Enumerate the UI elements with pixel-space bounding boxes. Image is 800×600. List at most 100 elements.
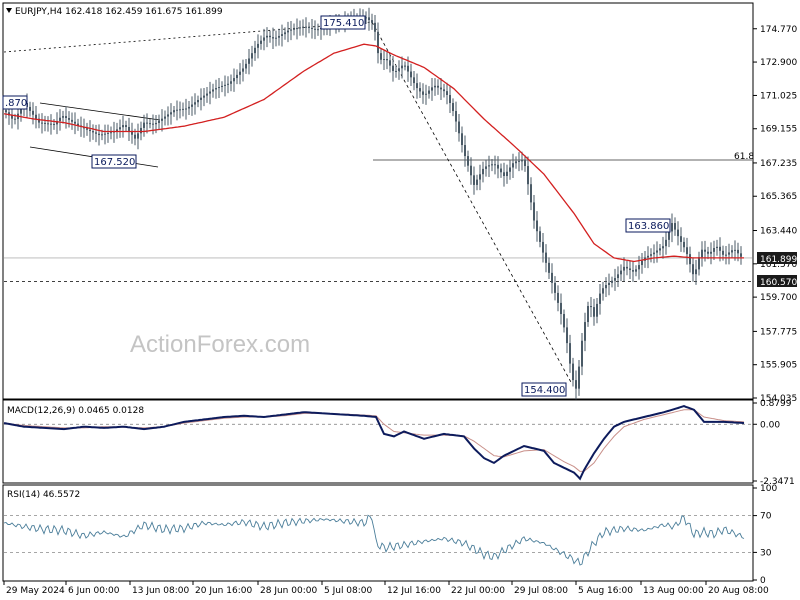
price-candle-body xyxy=(635,269,637,272)
price-candle-body xyxy=(683,241,685,248)
price-candle-body xyxy=(173,110,175,113)
price-candle-body xyxy=(599,293,601,304)
price-candle-body xyxy=(92,131,94,133)
price-candle-body xyxy=(458,121,460,134)
price-candle-body xyxy=(68,117,70,120)
price-candle-body xyxy=(287,30,289,33)
x-tick-label: 13 Jun 08:00 xyxy=(132,586,189,596)
price-candle-body xyxy=(29,106,31,111)
price-candle-body xyxy=(512,163,514,168)
macd-tick-label: 0.8799 xyxy=(760,399,792,409)
price-candle-body xyxy=(131,130,133,135)
price-candle-body xyxy=(206,93,208,96)
price-candle-body xyxy=(515,161,517,164)
price-candle-body xyxy=(440,87,442,90)
price-candle-body xyxy=(86,128,88,130)
price-candle-body xyxy=(290,29,292,31)
price-candle-body xyxy=(146,122,148,124)
price-candle-body xyxy=(482,168,484,175)
price-candle-body xyxy=(227,83,229,85)
price-candle-body xyxy=(722,250,724,255)
price-candle-body xyxy=(185,108,187,110)
price-candle-body xyxy=(89,129,91,132)
price-candle-body xyxy=(638,265,640,270)
price-candle-body xyxy=(668,231,670,240)
price-candle-body xyxy=(494,164,496,166)
price-candle-body xyxy=(98,133,100,136)
price-candle-body xyxy=(53,124,55,126)
price-candle-body xyxy=(557,292,559,303)
price-candle-body xyxy=(407,65,409,72)
left-level-annotation-label: .870 xyxy=(5,98,27,109)
price-candle-body xyxy=(248,58,250,64)
price-candle-body xyxy=(713,248,715,252)
price-candle-body xyxy=(59,117,61,122)
price-candle-body xyxy=(215,88,217,90)
price-candle-body xyxy=(299,27,301,29)
macd-main-line xyxy=(3,405,745,481)
price-candle-body xyxy=(707,251,709,254)
price-candle-body xyxy=(317,29,319,31)
price-candle-body xyxy=(101,134,103,136)
price-candle-body xyxy=(443,89,445,92)
price-candle-body xyxy=(593,307,595,317)
price-candle-body xyxy=(152,123,154,125)
price-candle-body xyxy=(662,246,664,249)
price-candle-body xyxy=(284,32,286,35)
price-candle-body xyxy=(620,270,622,275)
price-candle-body xyxy=(410,71,412,78)
price-candle-body xyxy=(203,95,205,98)
price-candle-body xyxy=(212,89,214,92)
price-candle-body xyxy=(308,27,310,29)
price-tick-label: 155.905 xyxy=(760,361,797,371)
price-candle-body xyxy=(71,119,73,122)
price-candle-body xyxy=(536,220,538,232)
price-candle-body xyxy=(191,104,193,107)
price-candle-body xyxy=(695,269,697,275)
price-candle-body xyxy=(32,110,34,115)
price-candle-body xyxy=(170,112,172,115)
price-candle-body xyxy=(611,280,613,283)
price-candle-body xyxy=(5,110,7,113)
macd-pane-frame xyxy=(2,399,754,484)
price-candle-body xyxy=(74,121,76,124)
price-candle-body xyxy=(164,116,166,119)
price-candle-body xyxy=(35,114,37,119)
price-candle-body xyxy=(551,272,553,283)
price-candle-body xyxy=(236,74,238,79)
price-candle-body xyxy=(116,129,118,132)
price-candle-body xyxy=(542,241,544,253)
price-candle-body xyxy=(464,145,466,157)
price-candle-body xyxy=(221,85,223,87)
symbol-dropdown-icon[interactable] xyxy=(6,8,12,13)
price-candle-body xyxy=(575,380,577,389)
price-candle-body xyxy=(398,68,400,71)
price-candle-body xyxy=(677,229,679,237)
price-candle-body xyxy=(737,249,739,254)
price-candle-body xyxy=(293,28,295,30)
price-candle-body xyxy=(188,106,190,109)
price-candle-body xyxy=(659,248,661,251)
x-tick-label: 29 Jul 08:00 xyxy=(514,586,568,596)
rsi-label: RSI(14) 46.5572 xyxy=(7,490,80,500)
price-candle-body xyxy=(467,156,469,166)
price-candle-body xyxy=(554,282,556,293)
price-tick-label: 163.440 xyxy=(760,227,797,237)
price-candle-body xyxy=(383,59,385,61)
price-candle-body xyxy=(8,112,10,116)
price-candle-body xyxy=(56,121,58,125)
price-candle-body xyxy=(503,172,505,177)
price-candle-body xyxy=(272,37,274,39)
price-candle-body xyxy=(488,165,490,167)
price-candle-body xyxy=(641,260,643,266)
price-candle-body xyxy=(428,90,430,94)
x-tick-label: 5 Aug 16:00 xyxy=(578,586,633,596)
price-candle-body xyxy=(449,94,451,104)
price-candle-body xyxy=(122,125,124,128)
price-candle-body xyxy=(128,126,130,131)
price-candle-body xyxy=(653,252,655,255)
price-candle-body xyxy=(728,252,730,255)
price-candle-body xyxy=(179,109,181,111)
price-candle-body xyxy=(302,26,304,28)
macd-label: MACD(12,26,9) 0.0465 0.0128 xyxy=(7,406,144,416)
